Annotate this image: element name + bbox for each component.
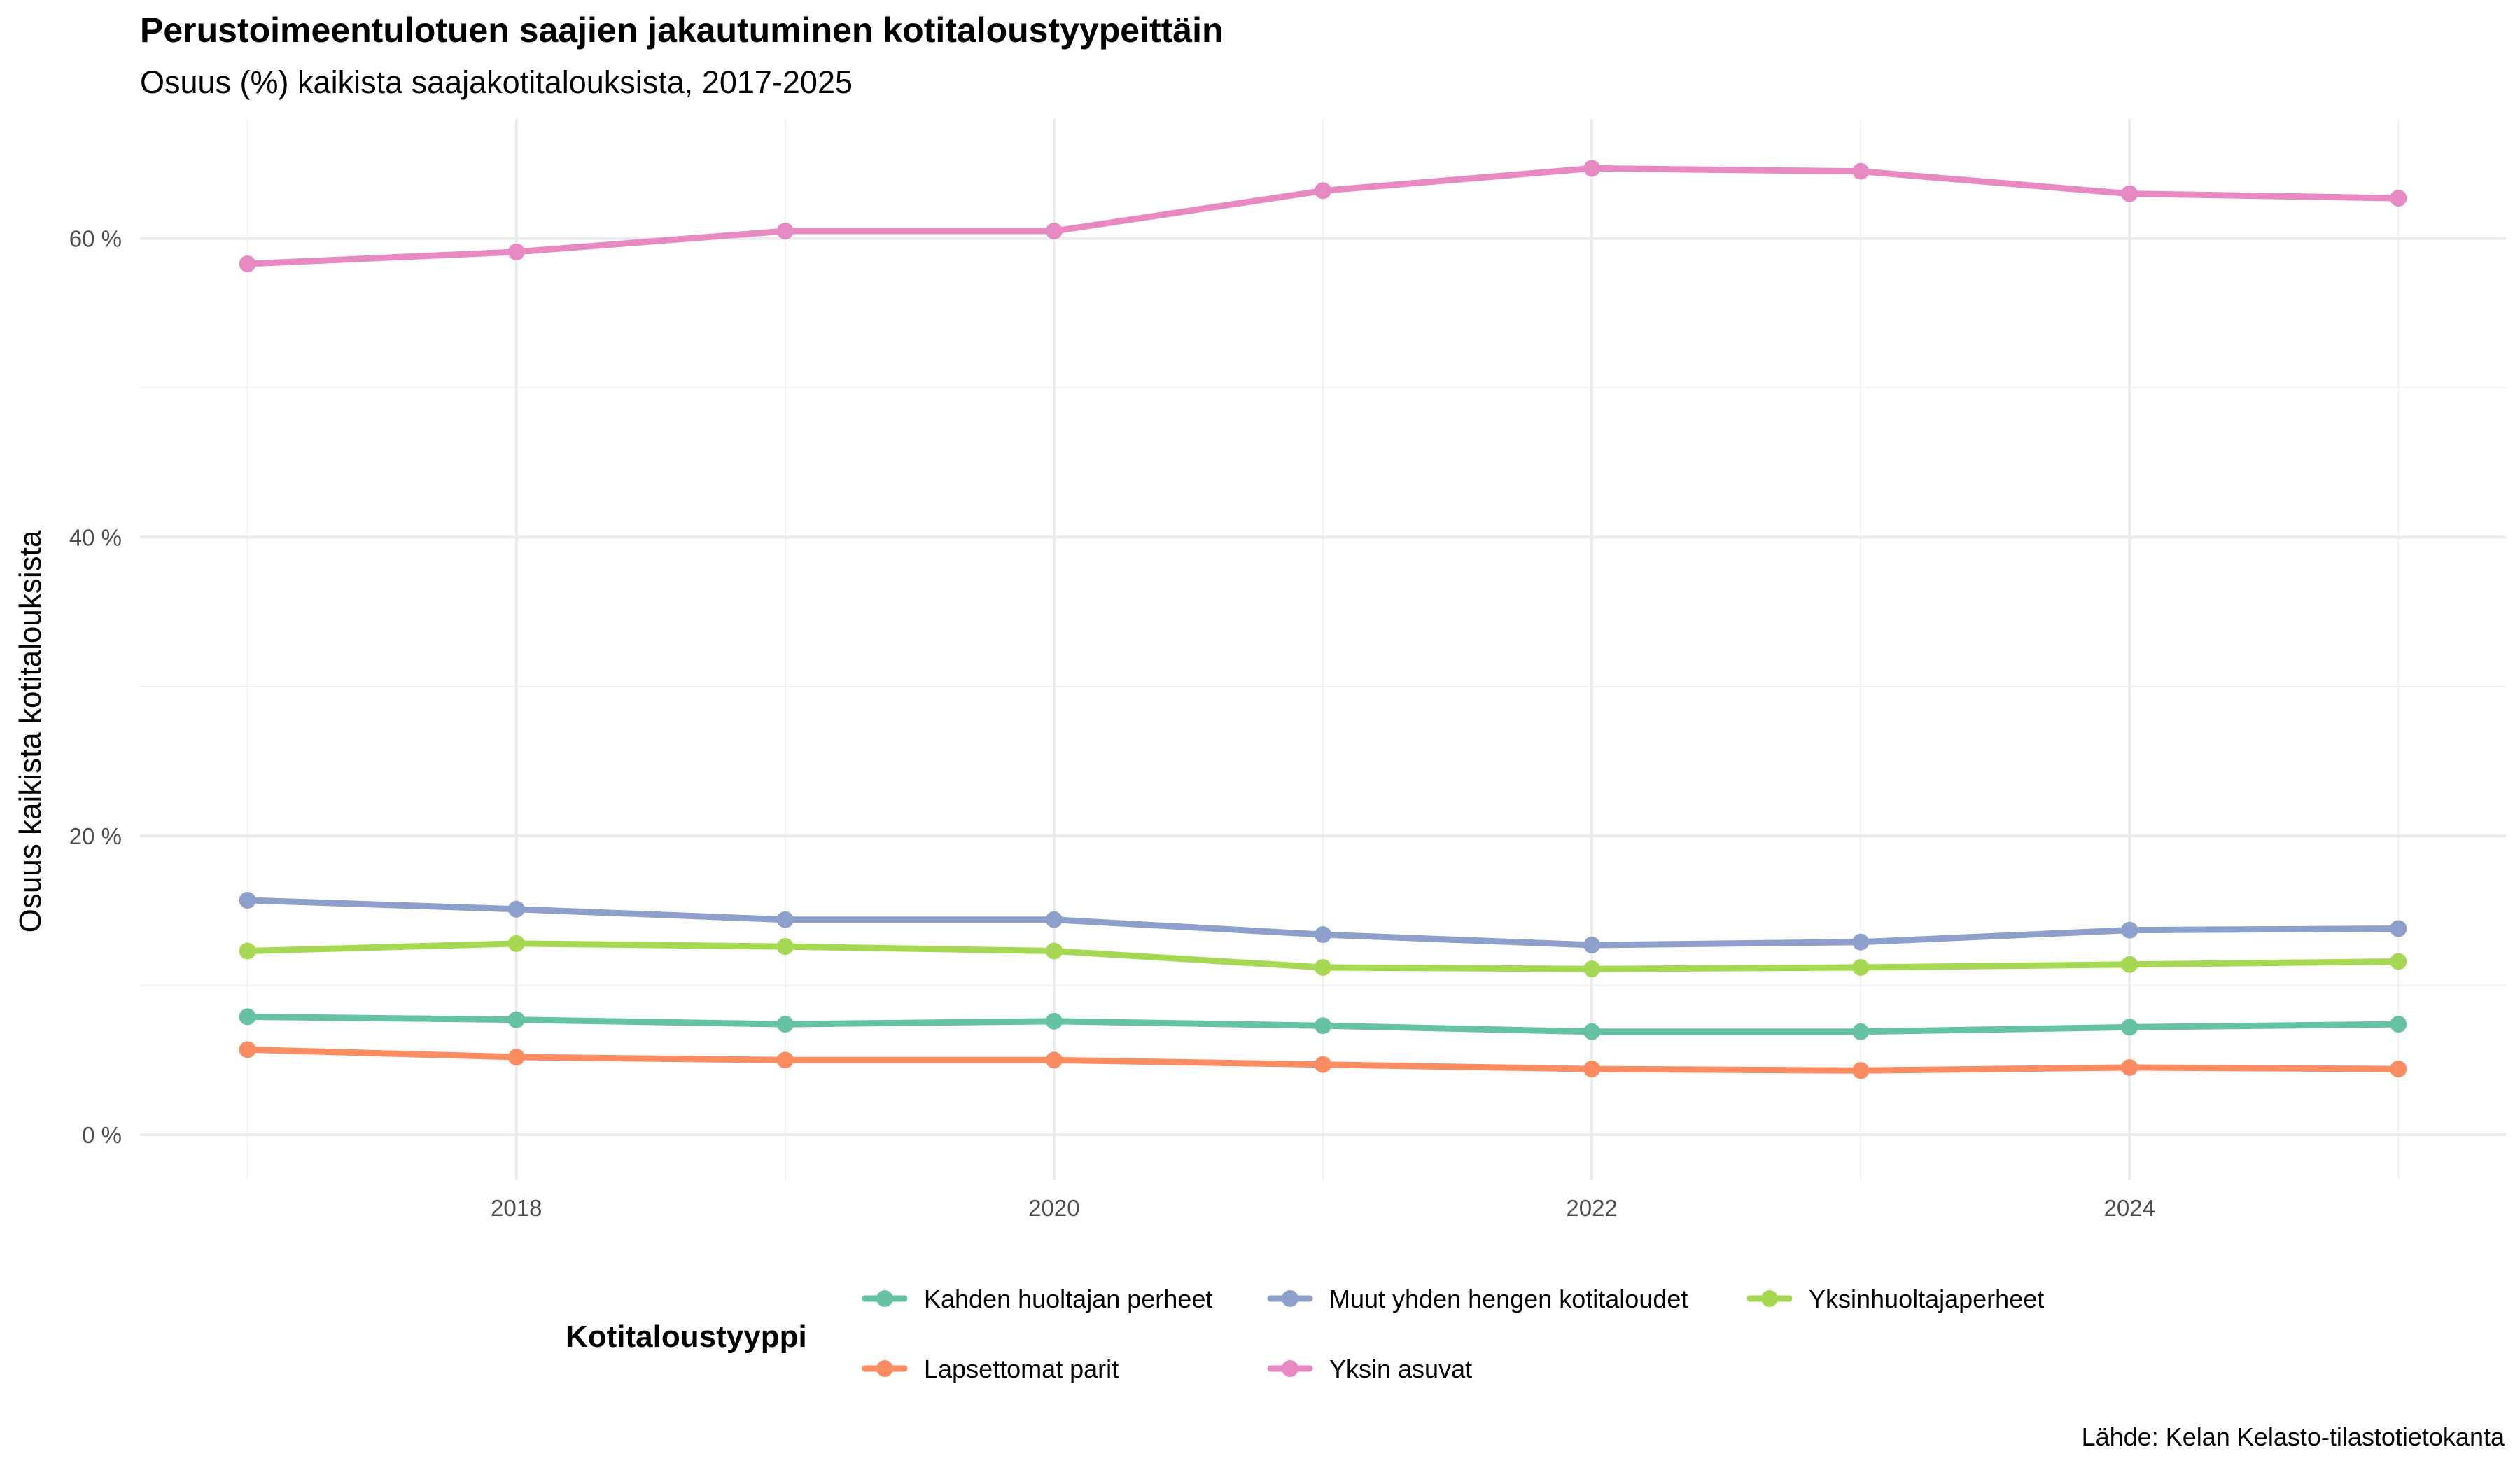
legend-key-point	[1282, 1360, 1298, 1377]
data-point-muut-yhden-hengen-kotitaloudet	[776, 911, 794, 928]
x-tick-label: 2020	[1028, 1195, 1079, 1221]
data-point-lapsettomat-parit	[1852, 1062, 1870, 1079]
y-tick-label: 60 %	[69, 226, 122, 252]
data-point-kahden-huoltajan-perheet	[776, 1016, 794, 1033]
data-point-lapsettomat-parit	[1315, 1056, 1331, 1073]
legend-keys: Kahden huoltajan perheet Lapsettomat pari…	[862, 1284, 2044, 1383]
x-tick-label: 2018	[491, 1195, 542, 1221]
legend-label: Kahden huoltajan perheet	[924, 1284, 1212, 1313]
legend-label: Yksinhuoltajaperheet	[1809, 1284, 2044, 1313]
data-point-lapsettomat-parit	[239, 1041, 256, 1058]
data-point-lapsettomat-parit	[2390, 1060, 2407, 1078]
data-point-kahden-huoltajan-perheet	[1852, 1023, 1870, 1040]
legend-title: Kotitaloustyyppi	[566, 1320, 807, 1354]
y-tick-label: 20 %	[69, 823, 122, 849]
data-point-yksin-asuvat	[239, 255, 256, 272]
data-point-yksinhuoltajaperheet	[507, 934, 525, 952]
data-point-yksinhuoltajaperheet	[776, 938, 794, 955]
data-point-muut-yhden-hengen-kotitaloudet	[239, 891, 256, 909]
data-point-kahden-huoltajan-perheet	[239, 1008, 256, 1026]
legend-key-point	[1761, 1290, 1778, 1307]
data-point-kahden-huoltajan-perheet	[1045, 1012, 1063, 1030]
legend-label: Muut yhden hengen kotitaloudet	[1329, 1284, 1688, 1313]
legend-item-yksinhuoltajaperheet: Yksinhuoltajaperheet	[1746, 1284, 2044, 1313]
data-point-lapsettomat-parit	[1583, 1060, 1601, 1078]
major-gridlines	[140, 119, 2506, 1180]
data-point-kahden-huoltajan-perheet	[2121, 1018, 2138, 1036]
data-point-kahden-huoltajan-perheet	[1315, 1017, 1331, 1035]
data-point-muut-yhden-hengen-kotitaloudet	[1045, 911, 1063, 928]
data-point-muut-yhden-hengen-kotitaloudet	[2121, 921, 2138, 939]
data-point-lapsettomat-parit	[2121, 1058, 2138, 1076]
legend-key-point	[876, 1290, 893, 1307]
legend-label: Lapsettomat parit	[924, 1354, 1119, 1383]
data-point-yksin-asuvat	[1583, 160, 1601, 177]
x-tick-label: 2024	[2104, 1195, 2155, 1221]
data-point-yksin-asuvat	[1045, 223, 1063, 240]
y-axis-ticks: 0 % 20 % 40 % 60 %	[69, 226, 122, 1148]
y-tick-label: 0 %	[82, 1122, 122, 1148]
data-point-yksinhuoltajaperheet	[1583, 960, 1601, 978]
x-tick-label: 2022	[1566, 1195, 1617, 1221]
data-point-yksin-asuvat	[507, 243, 525, 260]
data-point-lapsettomat-parit	[776, 1051, 794, 1069]
legend: Kotitaloustyyppi Kahden huoltajan perhee…	[566, 1284, 2044, 1383]
legend-item-lapsettomat-parit: Lapsettomat parit	[862, 1354, 1119, 1383]
y-axis-title: Osuus kaikista kotitalouksista	[13, 530, 48, 932]
data-point-muut-yhden-hengen-kotitaloudet	[507, 900, 525, 918]
legend-item-muut-yhden-hengen-kotitaloudet: Muut yhden hengen kotitaloudet	[1267, 1284, 1688, 1313]
data-point-muut-yhden-hengen-kotitaloudet	[1852, 933, 1870, 951]
data-point-kahden-huoltajan-perheet	[1583, 1023, 1601, 1040]
chart-title: Perustoimeentulotuen saajien jakautumine…	[140, 10, 1224, 50]
legend-key-point	[876, 1360, 893, 1377]
legend-key-point	[1282, 1290, 1298, 1307]
data-point-muut-yhden-hengen-kotitaloudet	[1315, 926, 1331, 944]
data-point-yksinhuoltajaperheet	[1852, 959, 1870, 976]
data-point-yksin-asuvat	[2121, 185, 2138, 202]
series-points	[239, 160, 2407, 1079]
x-axis-ticks: 2018 2020 2022 2024	[491, 1195, 2155, 1221]
data-point-yksinhuoltajaperheet	[2121, 955, 2138, 973]
legend-item-yksin-asuvat: Yksin asuvat	[1267, 1354, 1472, 1383]
data-point-yksinhuoltajaperheet	[1045, 942, 1063, 960]
data-point-lapsettomat-parit	[507, 1049, 525, 1066]
data-point-yksinhuoltajaperheet	[239, 942, 256, 960]
legend-label: Yksin asuvat	[1329, 1354, 1472, 1383]
source-caption: Lähde: Kelan Kelasto-tilastotietokanta	[2081, 1422, 2505, 1451]
data-point-kahden-huoltajan-perheet	[2390, 1016, 2407, 1033]
data-point-lapsettomat-parit	[1045, 1051, 1063, 1069]
data-point-yksin-asuvat	[2390, 190, 2407, 207]
data-point-kahden-huoltajan-perheet	[507, 1011, 525, 1028]
data-point-yksin-asuvat	[776, 223, 794, 240]
data-point-yksinhuoltajaperheet	[2390, 953, 2407, 970]
data-point-muut-yhden-hengen-kotitaloudet	[1583, 936, 1601, 953]
data-point-yksin-asuvat	[1852, 162, 1870, 180]
data-point-yksin-asuvat	[1315, 182, 1331, 200]
y-tick-label: 40 %	[69, 524, 122, 550]
legend-item-kahden-huoltajan-perheet: Kahden huoltajan perheet	[862, 1284, 1212, 1313]
chart-subtitle: Osuus (%) kaikista saajakotitalouksista,…	[140, 64, 853, 100]
data-point-muut-yhden-hengen-kotitaloudet	[2390, 920, 2407, 937]
minor-gridlines	[140, 119, 2506, 1180]
data-point-yksinhuoltajaperheet	[1315, 959, 1331, 976]
